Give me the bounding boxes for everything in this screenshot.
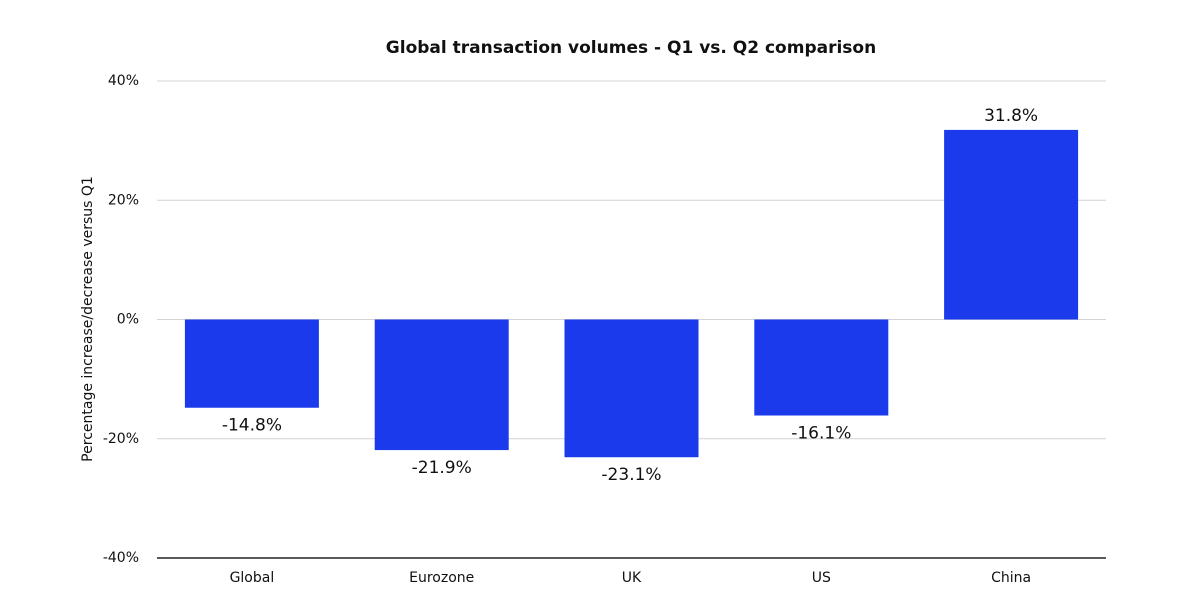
x-tick-label: Global [230,570,275,586]
data-label: -16.1% [791,423,851,443]
data-label: -21.9% [412,458,472,478]
y-tick-label: -40% [103,550,139,566]
x-tick-label: Eurozone [409,570,474,586]
data-label: -14.8% [222,416,282,436]
chart-title: Global transaction volumes - Q1 vs. Q2 c… [386,38,876,58]
bar [374,319,509,451]
y-tick-label: 0% [117,312,139,328]
data-label: 31.8% [984,106,1038,126]
y-axis-label: Percentage increase/decrease versus Q1 [80,176,96,462]
bar [184,319,319,408]
y-tick-label: 20% [108,192,139,208]
bar [564,319,699,458]
x-tick-label: China [991,570,1031,586]
x-tick-label: UK [622,570,642,586]
data-label: -23.1% [601,465,661,485]
y-tick-label: 40% [108,73,139,89]
bar [944,129,1079,320]
bar [754,319,889,416]
x-tick-label: US [812,570,831,586]
y-tick-label: -20% [103,431,139,447]
